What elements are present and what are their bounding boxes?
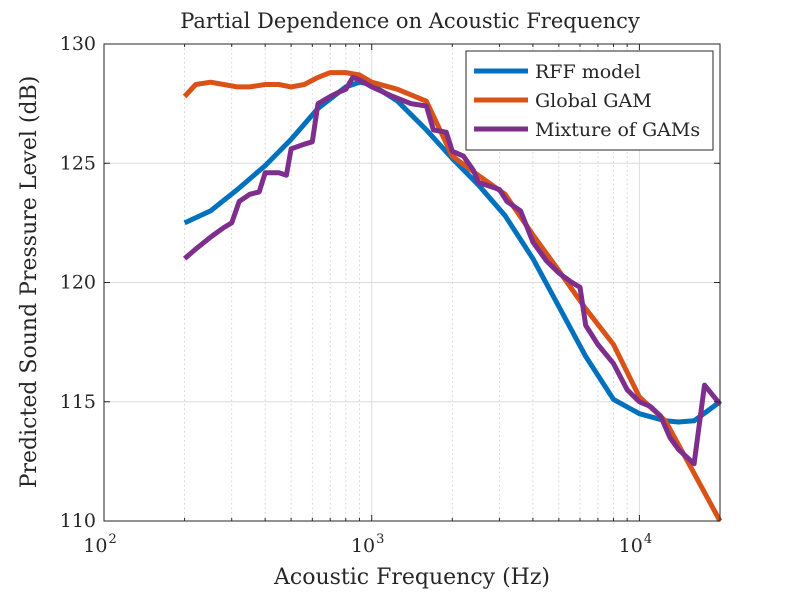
x-tick-exponent: 4 [644,532,652,547]
x-tick-label: 104 [619,532,652,557]
y-axis-label: Predicted Sound Pressure Level (dB) [17,76,42,489]
y-tick-label: 125 [60,152,96,174]
chart-title: Partial Dependence on Acoustic Frequency [180,9,640,33]
series-line-3 [182,74,722,467]
x-tick-label: 103 [351,532,384,557]
y-tick-label: 130 [60,33,96,55]
x-tick-label: 102 [83,532,116,557]
legend: RFF model Global GAM Mixture of GAMs [465,50,714,151]
y-tick-label: 110 [60,510,96,532]
x-tick-exponent: 3 [376,532,384,547]
y-tick-label: 115 [60,391,96,413]
series-lines [182,70,723,523]
x-axis-label: Acoustic Frequency (Hz) [273,565,550,590]
legend-label: RFF model [535,61,641,83]
series-line-2 [182,70,723,523]
legend-label: Mixture of GAMs [535,119,700,141]
y-tick-label: 120 [60,272,96,294]
legend-label: Global GAM [535,90,652,112]
x-tick-exponent: 2 [108,532,116,547]
